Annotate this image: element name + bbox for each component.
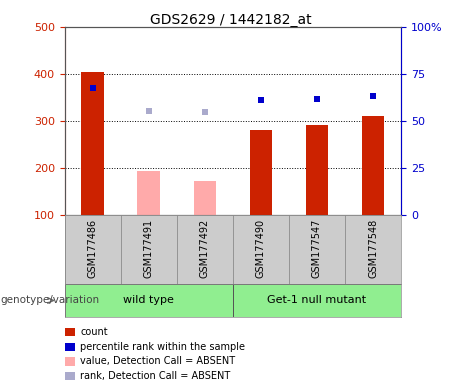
Text: GSM177492: GSM177492 [200,218,210,278]
Bar [82,71,104,215]
Text: GSM177547: GSM177547 [312,218,322,278]
Bar [233,215,289,284]
Bar [177,215,233,284]
Text: GSM177490: GSM177490 [256,218,266,278]
Text: count: count [80,327,108,337]
Bar [121,215,177,284]
Text: rank, Detection Call = ABSENT: rank, Detection Call = ABSENT [80,371,230,381]
Bar [233,284,401,317]
Bar [194,181,216,215]
Text: value, Detection Call = ABSENT: value, Detection Call = ABSENT [80,356,235,366]
Text: Get-1 null mutant: Get-1 null mutant [267,295,366,306]
Bar [250,131,272,215]
Bar [306,125,328,215]
Text: GDS2629 / 1442182_at: GDS2629 / 1442182_at [150,13,311,27]
Bar [65,215,121,284]
Text: GSM177486: GSM177486 [88,218,98,278]
Bar [289,215,345,284]
Text: GSM177548: GSM177548 [368,218,378,278]
Text: percentile rank within the sample: percentile rank within the sample [80,342,245,352]
Bar [137,171,160,215]
Text: wild type: wild type [123,295,174,306]
Bar [345,215,401,284]
Bar [362,116,384,215]
Text: GSM177491: GSM177491 [144,218,154,278]
Bar [65,284,233,317]
Text: genotype/variation: genotype/variation [0,295,99,306]
